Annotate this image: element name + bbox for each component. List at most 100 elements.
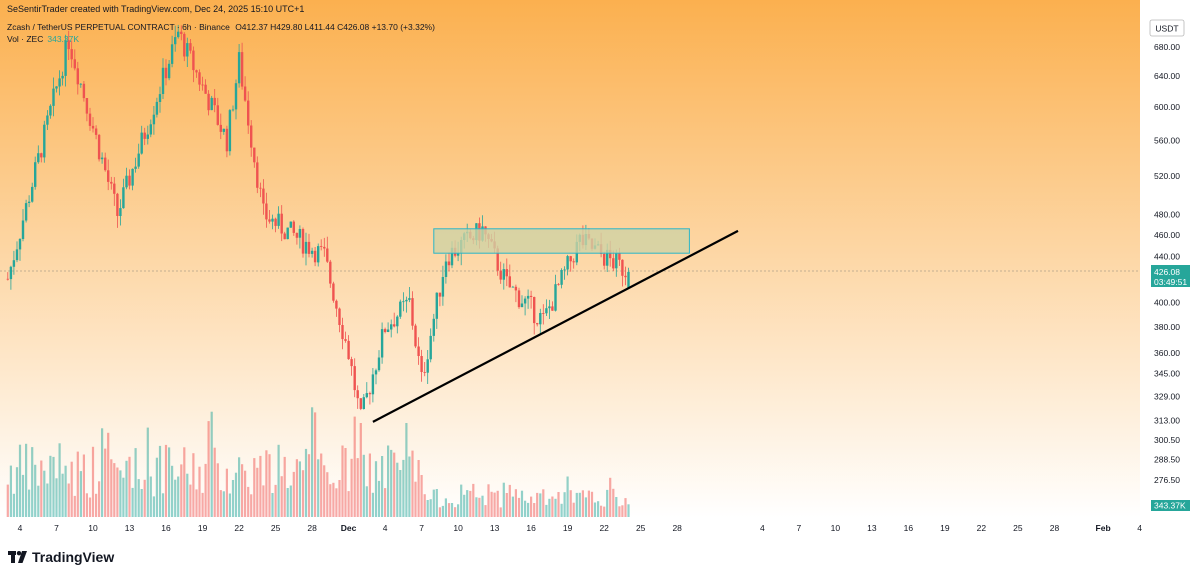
candle-body xyxy=(31,186,34,202)
volume-bar xyxy=(9,465,12,517)
volume-bar xyxy=(304,448,308,517)
volume-bar xyxy=(557,492,560,517)
volume-bar xyxy=(338,480,341,517)
candle-body xyxy=(438,292,442,297)
time-axis-label: 22 xyxy=(599,523,609,533)
volume-bar xyxy=(64,465,67,517)
candle-body xyxy=(24,203,28,221)
volume-bar xyxy=(98,481,101,517)
candle-body xyxy=(301,229,305,254)
volume-bar xyxy=(18,444,22,517)
volume-bar xyxy=(219,490,222,517)
volume-bar xyxy=(201,492,204,517)
volume-bar xyxy=(326,472,329,517)
candle-body xyxy=(502,269,505,280)
volume-bar xyxy=(426,500,429,517)
candle-body xyxy=(161,67,165,94)
volume-bar xyxy=(572,502,575,517)
candle-body xyxy=(529,295,533,297)
volume-bar xyxy=(606,489,609,517)
candle-body xyxy=(539,313,542,325)
candle-body xyxy=(627,271,630,288)
time-axis: 4710131619222528Dec471013161922252820264… xyxy=(18,523,1143,533)
candle-body xyxy=(423,372,426,373)
candle-body xyxy=(180,31,183,34)
volume-bar xyxy=(225,468,228,517)
volume-bar xyxy=(414,481,417,517)
candle-body xyxy=(52,88,55,106)
candle-body xyxy=(505,269,508,277)
volume-bar xyxy=(152,496,155,517)
candle-body xyxy=(295,232,299,238)
price-axis-label: 313.00 xyxy=(1154,415,1180,425)
candle-body xyxy=(456,253,460,256)
volume-bar xyxy=(210,411,213,517)
volume-bar xyxy=(116,467,119,517)
price-axis-label: 288.50 xyxy=(1154,455,1180,465)
candle-body xyxy=(429,335,432,360)
currency-badge[interactable]: USDT xyxy=(1149,19,1185,37)
candle-body xyxy=(277,213,280,226)
time-axis-label: Dec xyxy=(341,523,357,533)
candle-body xyxy=(125,175,128,188)
tradingview-logo[interactable]: TradingView xyxy=(8,548,114,566)
volume-bar xyxy=(496,490,499,517)
candle-body xyxy=(405,299,408,302)
candle-body xyxy=(271,218,274,222)
volume-bar xyxy=(183,447,186,517)
volume-bar xyxy=(82,454,85,517)
candle-body xyxy=(240,52,244,87)
time-axis-label: 4 xyxy=(1137,523,1142,533)
volume-bar xyxy=(457,504,460,517)
price-axis-label: 400.00 xyxy=(1154,297,1180,307)
candle-body xyxy=(566,256,569,270)
candle-body xyxy=(85,98,89,114)
volume-bar xyxy=(447,503,451,517)
volume-bar xyxy=(320,453,323,517)
symbol-name[interactable]: Zcash / TetherUS PERPETUAL CONTRACT · 6h… xyxy=(7,22,230,32)
resistance-zone[interactable] xyxy=(433,228,690,254)
volume-bar xyxy=(590,491,594,517)
candle-body xyxy=(606,249,609,266)
volume-bar xyxy=(241,464,244,517)
volume-bar xyxy=(164,444,168,517)
time-axis-background xyxy=(0,518,1199,577)
candle-body xyxy=(326,248,329,262)
volume-bar xyxy=(520,490,524,517)
volume-bar xyxy=(460,484,463,517)
volume-bar xyxy=(381,456,384,517)
volume-bar xyxy=(432,489,435,517)
volume-bar xyxy=(34,464,37,517)
volume-bar xyxy=(350,458,353,517)
candle-body xyxy=(307,241,311,254)
candle-body xyxy=(618,253,621,260)
volume-bar xyxy=(384,488,387,517)
price-axis-background xyxy=(1140,0,1199,518)
candle-body xyxy=(97,134,101,160)
candle-body xyxy=(368,393,372,395)
volume-bar xyxy=(262,485,265,517)
candle-body xyxy=(155,101,159,115)
time-axis-label: 7 xyxy=(54,523,59,533)
volume-bar xyxy=(450,503,454,517)
volume-bar xyxy=(463,494,466,517)
candle-body xyxy=(514,286,518,291)
volume-bar xyxy=(295,459,298,517)
candle-body xyxy=(380,329,384,358)
candle-body xyxy=(511,286,515,288)
candle-body xyxy=(243,86,247,101)
volume-label[interactable]: Vol · ZEC xyxy=(7,34,44,44)
candle-body xyxy=(131,168,134,186)
ascending-trendline[interactable] xyxy=(372,229,739,423)
candle-body xyxy=(624,275,627,278)
candle-body xyxy=(365,393,368,398)
volume-bar xyxy=(128,456,131,517)
volume-bar xyxy=(6,484,9,517)
volume-bar xyxy=(95,493,98,517)
price-axis-label: 460.00 xyxy=(1154,230,1180,240)
candle-body xyxy=(225,128,229,152)
volume-bar xyxy=(61,473,64,517)
volume-bar xyxy=(377,480,381,517)
candle-body xyxy=(40,153,43,158)
